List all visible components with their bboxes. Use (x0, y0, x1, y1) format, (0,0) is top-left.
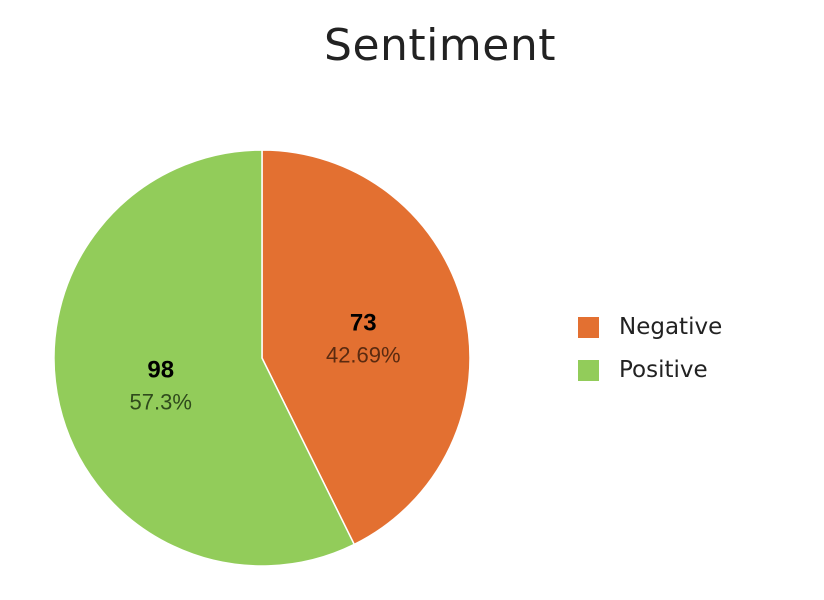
legend-label-negative: Negative (619, 314, 723, 340)
slice-percent-label-negative: 42.69% (326, 342, 401, 367)
legend-item-negative[interactable]: Negative (578, 313, 722, 341)
legend-label-positive: Positive (619, 357, 708, 383)
pie-slice-negative[interactable] (261, 149, 471, 546)
chart-legend: Negative Positive (578, 313, 722, 399)
chart-title: Sentiment (324, 20, 556, 71)
legend-swatch-negative (578, 316, 599, 338)
slice-value-label-positive: 98 (147, 357, 174, 384)
legend-item-positive[interactable]: Positive (578, 356, 722, 384)
slice-value-label-negative: 73 (350, 309, 377, 336)
pie-slice-positive[interactable] (53, 149, 356, 567)
legend-swatch-positive (578, 359, 599, 381)
slice-percent-label-positive: 57.3% (130, 390, 192, 415)
